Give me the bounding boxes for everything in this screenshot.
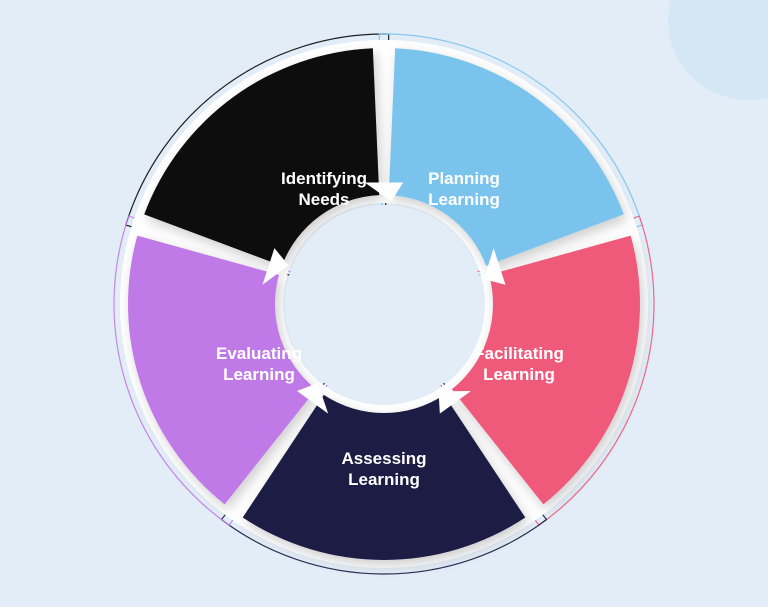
cycle-diagram: Identifying NeedsPlanning LearningFacili… (104, 24, 664, 584)
corner-accent (668, 0, 768, 100)
center-hole (285, 205, 483, 403)
